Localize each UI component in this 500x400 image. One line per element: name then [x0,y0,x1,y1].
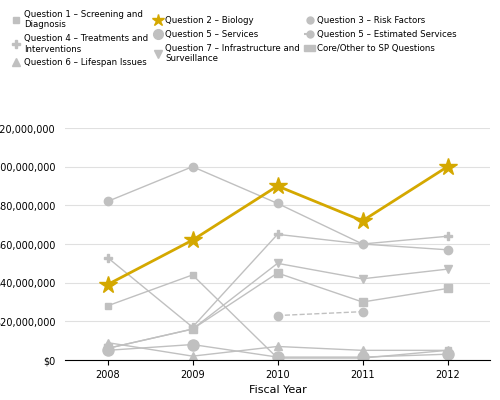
Legend: Question 1 – Screening and
Diagnosis, Question 4 – Treatments and
Interventions,: Question 1 – Screening and Diagnosis, Qu… [10,8,458,69]
X-axis label: Fiscal Year: Fiscal Year [248,385,306,395]
